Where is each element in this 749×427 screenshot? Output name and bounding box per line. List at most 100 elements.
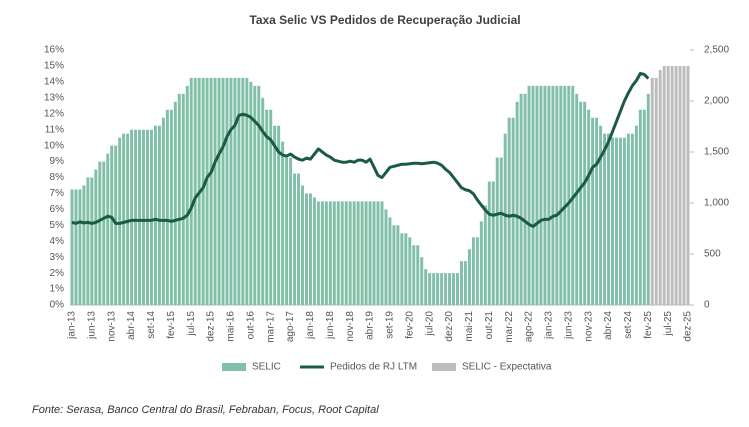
bar — [603, 133, 607, 305]
bar — [483, 205, 487, 305]
bar — [618, 137, 622, 305]
x-tick-label: set-24 — [623, 311, 634, 339]
y-tick-label: 1% — [50, 284, 65, 295]
y2-tick-label: 2,000 — [704, 96, 729, 107]
bar — [146, 129, 149, 305]
bar — [245, 77, 249, 305]
bar — [567, 85, 571, 305]
bar — [622, 137, 626, 305]
x-tick-label: jan-18 — [305, 311, 316, 340]
bar — [217, 77, 221, 305]
bar — [213, 77, 217, 305]
bar — [153, 125, 157, 305]
bar — [591, 117, 595, 305]
bar — [491, 181, 495, 305]
y2-tick-label: 500 — [704, 249, 721, 260]
bar — [285, 157, 289, 305]
bar — [519, 93, 523, 305]
bar — [495, 157, 499, 305]
bar — [595, 117, 599, 305]
bar — [487, 181, 491, 305]
bar — [161, 117, 165, 305]
y-tick-label: 5% — [50, 220, 65, 231]
bar — [396, 225, 400, 305]
bar — [225, 77, 229, 305]
bar — [682, 65, 686, 305]
bar — [249, 81, 253, 305]
bar — [607, 133, 611, 305]
bar — [515, 101, 519, 305]
bar — [479, 221, 483, 305]
x-tick-label: jan-13 — [67, 311, 78, 340]
bar — [408, 237, 412, 305]
x-tick-label: ago-17 — [285, 311, 296, 343]
bar — [344, 201, 348, 305]
x-tick-label: ago-22 — [524, 311, 535, 343]
bar — [531, 85, 535, 305]
bar — [523, 93, 527, 305]
bar — [634, 125, 638, 305]
bar — [543, 85, 547, 305]
y-tick-label: 8% — [50, 172, 65, 183]
bar — [340, 201, 344, 305]
bar — [118, 137, 122, 305]
x-tick-label: nov-18 — [345, 311, 356, 342]
bar — [380, 201, 384, 305]
bar — [142, 129, 146, 305]
bar — [420, 257, 424, 305]
y-tick-label: 6% — [50, 204, 65, 215]
bar — [293, 173, 297, 305]
bar — [511, 117, 515, 305]
bar — [432, 273, 436, 305]
x-tick-label: jun-23 — [563, 311, 574, 340]
bar — [281, 141, 285, 305]
bar — [400, 233, 404, 305]
bar — [177, 93, 181, 305]
bar — [646, 93, 650, 305]
x-tick-label: jul-25 — [663, 311, 674, 337]
y-tick-label: 14% — [44, 77, 64, 88]
bar — [229, 77, 233, 305]
bar — [626, 133, 630, 305]
bar — [134, 129, 138, 305]
x-tick-label: fev-20 — [404, 311, 415, 339]
bar — [539, 85, 543, 305]
bar — [126, 133, 130, 305]
bar — [614, 137, 618, 305]
x-tick-label: fev-25 — [643, 311, 654, 339]
bar — [102, 161, 106, 305]
bar — [452, 273, 456, 305]
bar — [157, 125, 161, 305]
y-tick-label: 0% — [50, 300, 65, 311]
bar — [221, 77, 225, 305]
bar — [642, 109, 646, 305]
y-tick-label: 3% — [50, 252, 65, 263]
bar — [475, 237, 479, 305]
y-tick-label: 15% — [44, 61, 64, 72]
bar — [372, 201, 376, 305]
bar — [110, 145, 114, 305]
bar — [265, 109, 269, 305]
x-tick-label: nov-13 — [106, 311, 117, 342]
bar — [289, 157, 293, 305]
bar — [273, 125, 277, 305]
x-tick-label: mai-21 — [464, 311, 475, 342]
bar — [579, 101, 583, 305]
x-tick-label: abr-19 — [365, 311, 376, 340]
bar — [332, 201, 336, 305]
bar — [575, 93, 579, 305]
bar — [301, 185, 304, 305]
legend-swatch — [222, 363, 246, 371]
x-tick-label: set-19 — [385, 311, 396, 339]
chart-title: Taxa Selic VS Pedidos de Recuperação Jud… — [249, 13, 520, 27]
bar — [678, 65, 682, 305]
bar — [448, 273, 452, 305]
y2-tick-label: 0 — [704, 300, 710, 311]
y-tick-label: 11% — [45, 124, 64, 135]
bar — [440, 273, 444, 305]
y-tick-label: 4% — [50, 236, 65, 247]
bar — [551, 85, 555, 305]
bar — [304, 193, 308, 305]
bar — [98, 161, 102, 305]
